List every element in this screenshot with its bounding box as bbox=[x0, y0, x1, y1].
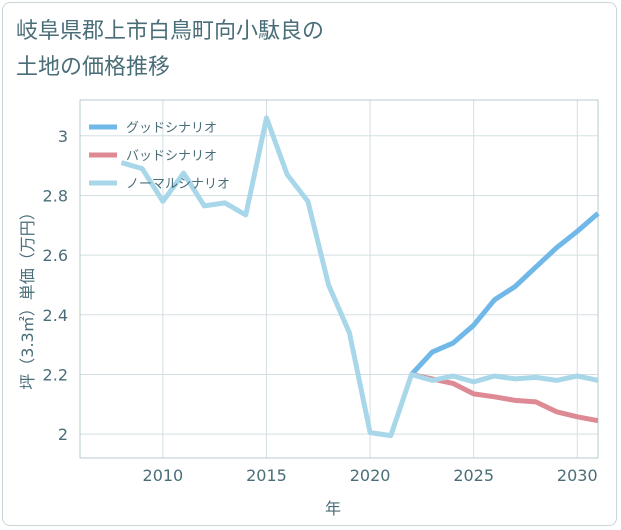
plot-area bbox=[79, 99, 599, 459]
legend-label: ノーマルシナリオ bbox=[126, 177, 230, 192]
legend-label: グッドシナリオ bbox=[126, 121, 217, 136]
y-tick-label: 2 bbox=[58, 425, 68, 444]
y-tick-label: 3 bbox=[58, 127, 68, 146]
x-tick-label: 2015 bbox=[246, 466, 287, 485]
y-tick-label: 2.2 bbox=[43, 365, 68, 384]
series-line-3 bbox=[120, 115, 599, 439]
y-tick-label: 2.6 bbox=[43, 246, 68, 265]
page-title-line-2: 土地の価格推移 bbox=[16, 55, 171, 80]
series-line-1 bbox=[409, 211, 600, 377]
x-tick-label: 2030 bbox=[557, 466, 598, 485]
page-title-line-1: 岐阜県郡上市白鳥町向小駄良の bbox=[16, 19, 325, 44]
x-tick-label: 2025 bbox=[453, 466, 494, 485]
y-tick-label: 2.8 bbox=[43, 186, 68, 205]
y-axis-label: 坪（3.3㎡）単価（万円） bbox=[18, 204, 37, 389]
x-tick-label: 2020 bbox=[350, 466, 391, 485]
legend-label: バッドシナリオ bbox=[126, 149, 217, 164]
y-tick-label: 2.4 bbox=[43, 306, 68, 325]
page-title: 岐阜県郡上市白鳥町向小駄良の 土地の価格推移 bbox=[16, 14, 324, 86]
x-tick-label: 2010 bbox=[143, 466, 184, 485]
chart-card bbox=[2, 2, 617, 526]
axis-ticks: 2 2.2 2.4 2.6 2.8 3 2010 2015 2020 2025 2030 bbox=[43, 127, 598, 485]
x-axis-label: 年 bbox=[325, 499, 341, 518]
series-layer bbox=[120, 115, 600, 439]
series-line-2 bbox=[410, 372, 599, 424]
